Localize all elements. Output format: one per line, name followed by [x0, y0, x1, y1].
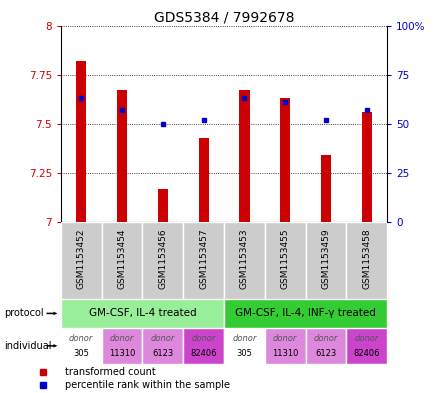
Text: GSM1153458: GSM1153458	[362, 228, 370, 289]
Bar	[305, 222, 345, 299]
Text: individual: individual	[4, 341, 52, 351]
Text: 11310: 11310	[108, 349, 135, 358]
Text: GSM1153456: GSM1153456	[158, 228, 167, 289]
Text: GM-CSF, IL-4, INF-γ treated: GM-CSF, IL-4, INF-γ treated	[235, 309, 375, 318]
Text: GSM1153453: GSM1153453	[240, 228, 248, 289]
Text: GSM1153455: GSM1153455	[280, 228, 289, 289]
Text: donor: donor	[273, 334, 297, 343]
Text: GSM1153454: GSM1153454	[117, 229, 126, 289]
Text: donor: donor	[69, 334, 93, 343]
Bar	[239, 90, 249, 222]
Title: GDS5384 / 7992678: GDS5384 / 7992678	[154, 10, 293, 24]
Bar	[102, 328, 142, 364]
Bar	[345, 222, 386, 299]
Bar	[183, 328, 224, 364]
Text: 6123: 6123	[152, 349, 173, 358]
Text: 6123: 6123	[315, 349, 336, 358]
Text: donor: donor	[110, 334, 134, 343]
Text: donor: donor	[232, 334, 256, 343]
Bar	[142, 222, 183, 299]
Bar	[224, 328, 264, 364]
Text: GM-CSF, IL-4 treated: GM-CSF, IL-4 treated	[89, 309, 196, 318]
Bar	[305, 328, 345, 364]
Text: 305: 305	[236, 349, 252, 358]
Text: donor: donor	[191, 334, 215, 343]
Bar	[76, 61, 86, 222]
Text: percentile rank within the sample: percentile rank within the sample	[65, 380, 229, 390]
Text: protocol: protocol	[4, 309, 44, 318]
Bar	[198, 138, 208, 222]
Text: donor: donor	[354, 334, 378, 343]
Text: transformed count: transformed count	[65, 367, 155, 377]
Bar	[264, 328, 305, 364]
Bar	[224, 299, 386, 328]
Bar	[142, 328, 183, 364]
Text: 11310: 11310	[271, 349, 298, 358]
Bar	[279, 98, 289, 222]
Bar	[361, 112, 371, 222]
Bar	[320, 155, 330, 222]
Text: donor: donor	[313, 334, 337, 343]
Text: 82406: 82406	[353, 349, 379, 358]
Text: GSM1153457: GSM1153457	[199, 228, 207, 289]
Bar	[224, 222, 264, 299]
Text: donor: donor	[150, 334, 174, 343]
Bar	[61, 328, 102, 364]
Bar	[117, 90, 127, 222]
Text: 305: 305	[73, 349, 89, 358]
Bar	[345, 328, 386, 364]
Bar	[158, 189, 168, 222]
Bar	[102, 222, 142, 299]
Bar	[61, 299, 224, 328]
Text: 82406: 82406	[190, 349, 217, 358]
Bar	[183, 222, 224, 299]
Bar	[61, 222, 102, 299]
Text: GSM1153452: GSM1153452	[77, 229, 85, 289]
Bar	[264, 222, 305, 299]
Text: GSM1153459: GSM1153459	[321, 228, 330, 289]
